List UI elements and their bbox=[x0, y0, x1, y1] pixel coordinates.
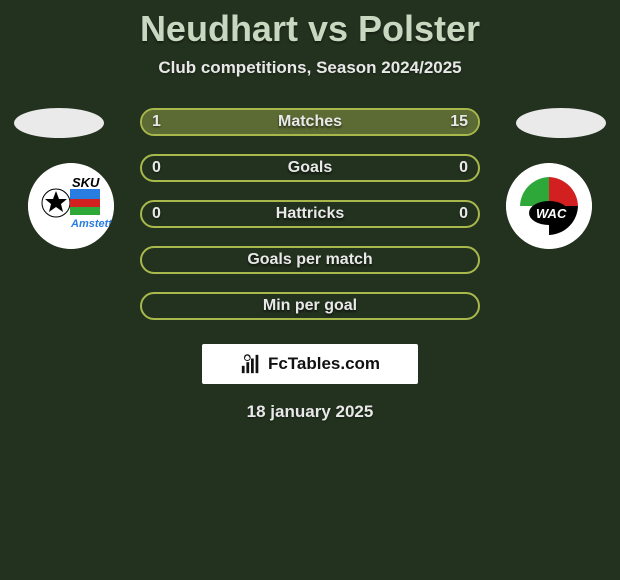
stat-value-left: 0 bbox=[152, 205, 161, 223]
svg-text:SKU: SKU bbox=[72, 175, 100, 190]
player-flag-left bbox=[14, 108, 104, 138]
svg-text:WAC: WAC bbox=[536, 206, 567, 221]
stat-value-left: 0 bbox=[152, 159, 161, 177]
stat-label: Matches bbox=[278, 113, 342, 131]
player-flag-right bbox=[516, 108, 606, 138]
date-label: 18 january 2025 bbox=[0, 402, 620, 422]
stat-value-left: 1 bbox=[152, 113, 161, 131]
brand-logo-icon bbox=[240, 353, 262, 375]
club-badge-left: Amstetten SKU bbox=[28, 163, 114, 249]
stat-value-right: 0 bbox=[459, 159, 468, 177]
club-badge-left-icon: Amstetten SKU bbox=[28, 163, 114, 249]
page-title: Neudhart vs Polster bbox=[0, 0, 620, 50]
stat-bar: Min per goal bbox=[140, 292, 480, 320]
stat-bar: 0 0 Goals bbox=[140, 154, 480, 182]
svg-text:Amstetten: Amstetten bbox=[70, 218, 114, 230]
brand-text: FcTables.com bbox=[268, 354, 380, 374]
stat-value-right: 0 bbox=[459, 205, 468, 223]
stat-label: Goals bbox=[288, 159, 332, 177]
stat-bars: 1 15 Matches 0 0 Goals 0 0 Hattricks Goals per ma… bbox=[140, 108, 480, 320]
club-badge-right: WAC bbox=[506, 163, 592, 249]
subtitle: Club competitions, Season 2024/2025 bbox=[0, 58, 620, 78]
comparison-stage: Amstetten SKU WAC 1 15 Matches 0 0 Goals 0 0 Hat… bbox=[0, 108, 620, 320]
stat-bar: 1 15 Matches bbox=[140, 108, 480, 136]
stat-bar: Goals per match bbox=[140, 246, 480, 274]
stat-label: Hattricks bbox=[276, 205, 344, 223]
stat-label: Min per goal bbox=[263, 297, 357, 315]
club-badge-right-icon: WAC bbox=[506, 163, 592, 249]
stat-label: Goals per match bbox=[247, 251, 372, 269]
stat-value-right: 15 bbox=[450, 113, 468, 131]
stat-bar: 0 0 Hattricks bbox=[140, 200, 480, 228]
brand-badge: FcTables.com bbox=[202, 344, 418, 384]
